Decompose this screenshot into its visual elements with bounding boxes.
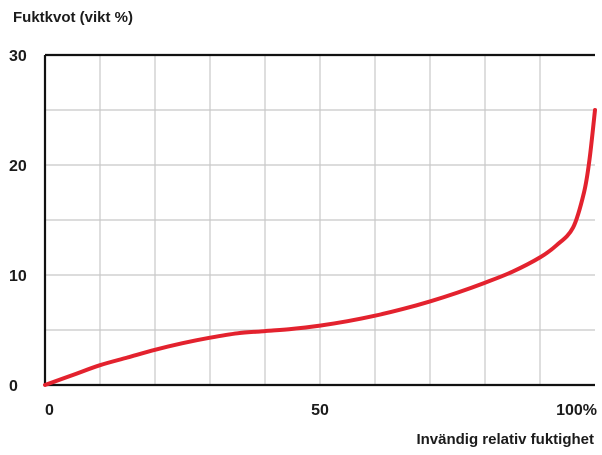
x-axis-label: Invändig relativ fuktighet	[416, 431, 594, 448]
x-tick-label: 50	[311, 402, 329, 419]
y-tick-label: 20	[9, 158, 27, 175]
y-tick-label: 10	[9, 268, 27, 285]
series-layer	[43, 108, 597, 387]
y-axis-ticks: 0 10 20 30	[9, 48, 27, 395]
x-axis-ticks: 0 50 100%	[45, 402, 597, 419]
grid	[45, 55, 595, 385]
y-tick-label: 30	[9, 48, 27, 65]
y-tick-label: 0	[9, 378, 18, 395]
plot-frame	[43, 53, 595, 387]
x-tick-label: 100%	[556, 402, 597, 419]
y-axis-label: Fuktkvot (vikt %)	[13, 9, 133, 26]
series-line-0	[43, 108, 597, 387]
x-tick-label: 0	[45, 402, 54, 419]
